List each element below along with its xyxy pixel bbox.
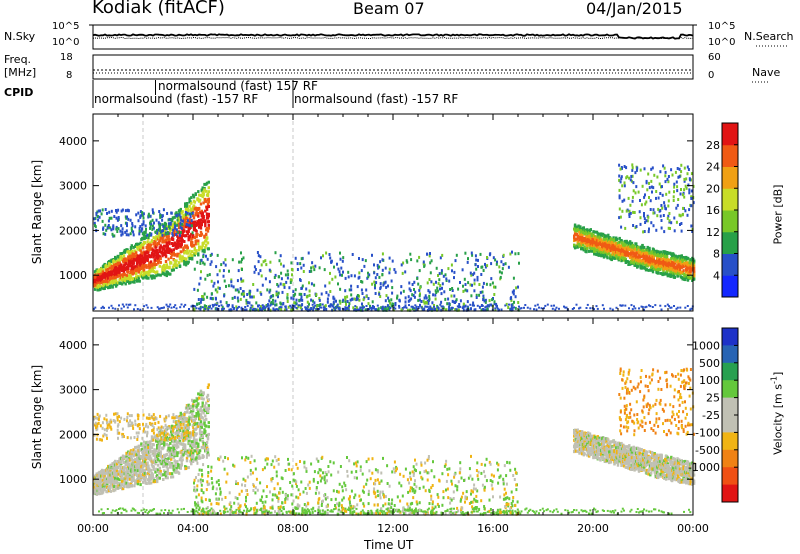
cpid-entry-1: normalsound (fast) -157 RF xyxy=(94,92,259,106)
power-colorbar-segment-5 xyxy=(722,166,738,189)
xtick-label-4: 16:00 xyxy=(477,522,509,535)
power-colorbar-segment-3 xyxy=(722,210,738,233)
nave-label: Nave xyxy=(752,66,781,79)
cpid-label: CPID xyxy=(4,86,34,99)
ytick-label-0-2: 3000 xyxy=(59,180,87,193)
date-title: 04/Jan/2015 xyxy=(586,0,683,18)
velocity-cb-label-4: -25 xyxy=(702,409,720,422)
freq-tick-bottom: 8 xyxy=(66,70,73,81)
velocity-cb-label-7: -1000 xyxy=(688,461,720,474)
velocity-scatter xyxy=(93,367,696,516)
velocity-label-end: ] xyxy=(771,371,785,377)
velocity-colorbar-segment-5 xyxy=(722,415,738,433)
power-cb-label-3: 16 xyxy=(706,204,720,217)
nsky-tick-bottom: 10^0 xyxy=(52,37,80,48)
velocity-label-main: Velocity [m s xyxy=(771,384,785,455)
freq-unit-label: [MHz] xyxy=(4,66,37,79)
power-colorbar-segment-0 xyxy=(722,275,738,298)
velocity-colorbar-segment-0 xyxy=(722,328,738,346)
velocity-colorbar-segment-9 xyxy=(722,484,738,503)
power-colorbar-label: Power [dB] xyxy=(771,184,785,245)
ytick-label-1-1: 2000 xyxy=(59,428,87,441)
velocity-colorbar-label: Velocity [m s-1] xyxy=(770,353,785,473)
power-colorbar-segment-6 xyxy=(722,144,738,167)
xtick-label-0: 00:00 xyxy=(77,522,109,535)
power-cb-label-4: 20 xyxy=(706,182,720,195)
velocity-colorbar-segment-3 xyxy=(722,380,738,399)
nsearch-tick-top: 10^5 xyxy=(708,21,736,32)
cpid-entry-2: normalsound (fast) 157 RF xyxy=(158,79,318,93)
velocity-cb-label-3: 25 xyxy=(706,392,720,405)
xtick-label-2: 08:00 xyxy=(277,522,309,535)
power-ylabel: Slant Range [km] xyxy=(30,159,44,265)
velocity-colorbar-segment-4 xyxy=(722,397,738,416)
velocity-cb-label-2: 100 xyxy=(699,374,720,387)
power-cb-label-1: 8 xyxy=(713,248,720,261)
nsearch-tick-bottom: 10^0 xyxy=(708,37,736,48)
nave-tick-bottom: 0 xyxy=(708,70,715,81)
freq-tick-top: 18 xyxy=(60,52,73,63)
xtick-label-1: 04:00 xyxy=(177,522,209,535)
power-colorbar-segment-2 xyxy=(722,231,738,254)
velocity-cb-label-1: 500 xyxy=(699,357,720,370)
velocity-colorbar-segment-1 xyxy=(722,345,738,364)
velocity-colorbar-segment-6 xyxy=(722,432,738,451)
nsky-panel-frame xyxy=(92,24,694,50)
velocity-colorbar-segment-7 xyxy=(722,449,738,468)
nsky-label: N.Sky xyxy=(4,30,36,43)
beam-title: Beam 07 xyxy=(353,0,425,18)
nsearch-trace xyxy=(92,36,694,40)
ytick-label-1-2: 3000 xyxy=(59,384,87,397)
nave-tick-top: 60 xyxy=(708,52,721,63)
nsky-tick-top: 10^5 xyxy=(52,21,80,32)
power-cb-label-5: 24 xyxy=(706,161,720,174)
velocity-colorbar-segment-8 xyxy=(722,467,738,486)
freq-panel-frame xyxy=(92,54,694,80)
power-cb-label-0: 4 xyxy=(713,269,720,282)
velocity-cb-label-6: -500 xyxy=(695,444,720,457)
cpid-entry-3: normalsound (fast) -157 RF xyxy=(294,92,459,106)
power-cb-label-6: 28 xyxy=(706,139,720,152)
nsearch-label: N.Search xyxy=(744,30,794,43)
ytick-label-1-3: 4000 xyxy=(59,339,87,352)
freq-label: Freq. xyxy=(4,53,32,66)
velocity-cb-label-0: 1000 xyxy=(692,339,720,352)
ytick-label-0-0: 1000 xyxy=(59,269,87,282)
ytick-label-0-3: 4000 xyxy=(59,135,87,148)
power-scatter xyxy=(93,163,696,312)
xaxis-label: Time UT xyxy=(364,538,414,552)
xtick-label-6: 00:00 xyxy=(677,522,709,535)
xtick-label-5: 20:00 xyxy=(577,522,609,535)
velocity-label-sup: -1 xyxy=(769,376,779,385)
station-title: Kodiak (fitACF) xyxy=(92,0,225,18)
velocity-cb-label-5: -100 xyxy=(695,426,720,439)
velocity-ylabel: Slant Range [km] xyxy=(30,364,44,470)
power-colorbar-segment-4 xyxy=(722,188,738,211)
xtick-label-3: 12:00 xyxy=(377,522,409,535)
velocity-colorbar-segment-2 xyxy=(722,362,738,381)
nsky-trace xyxy=(92,33,694,40)
ytick-label-0-1: 2000 xyxy=(59,224,87,237)
power-cb-label-2: 12 xyxy=(706,226,720,239)
power-colorbar-segment-7 xyxy=(722,123,738,146)
ytick-label-1-0: 1000 xyxy=(59,473,87,486)
power-colorbar-segment-1 xyxy=(722,253,738,276)
